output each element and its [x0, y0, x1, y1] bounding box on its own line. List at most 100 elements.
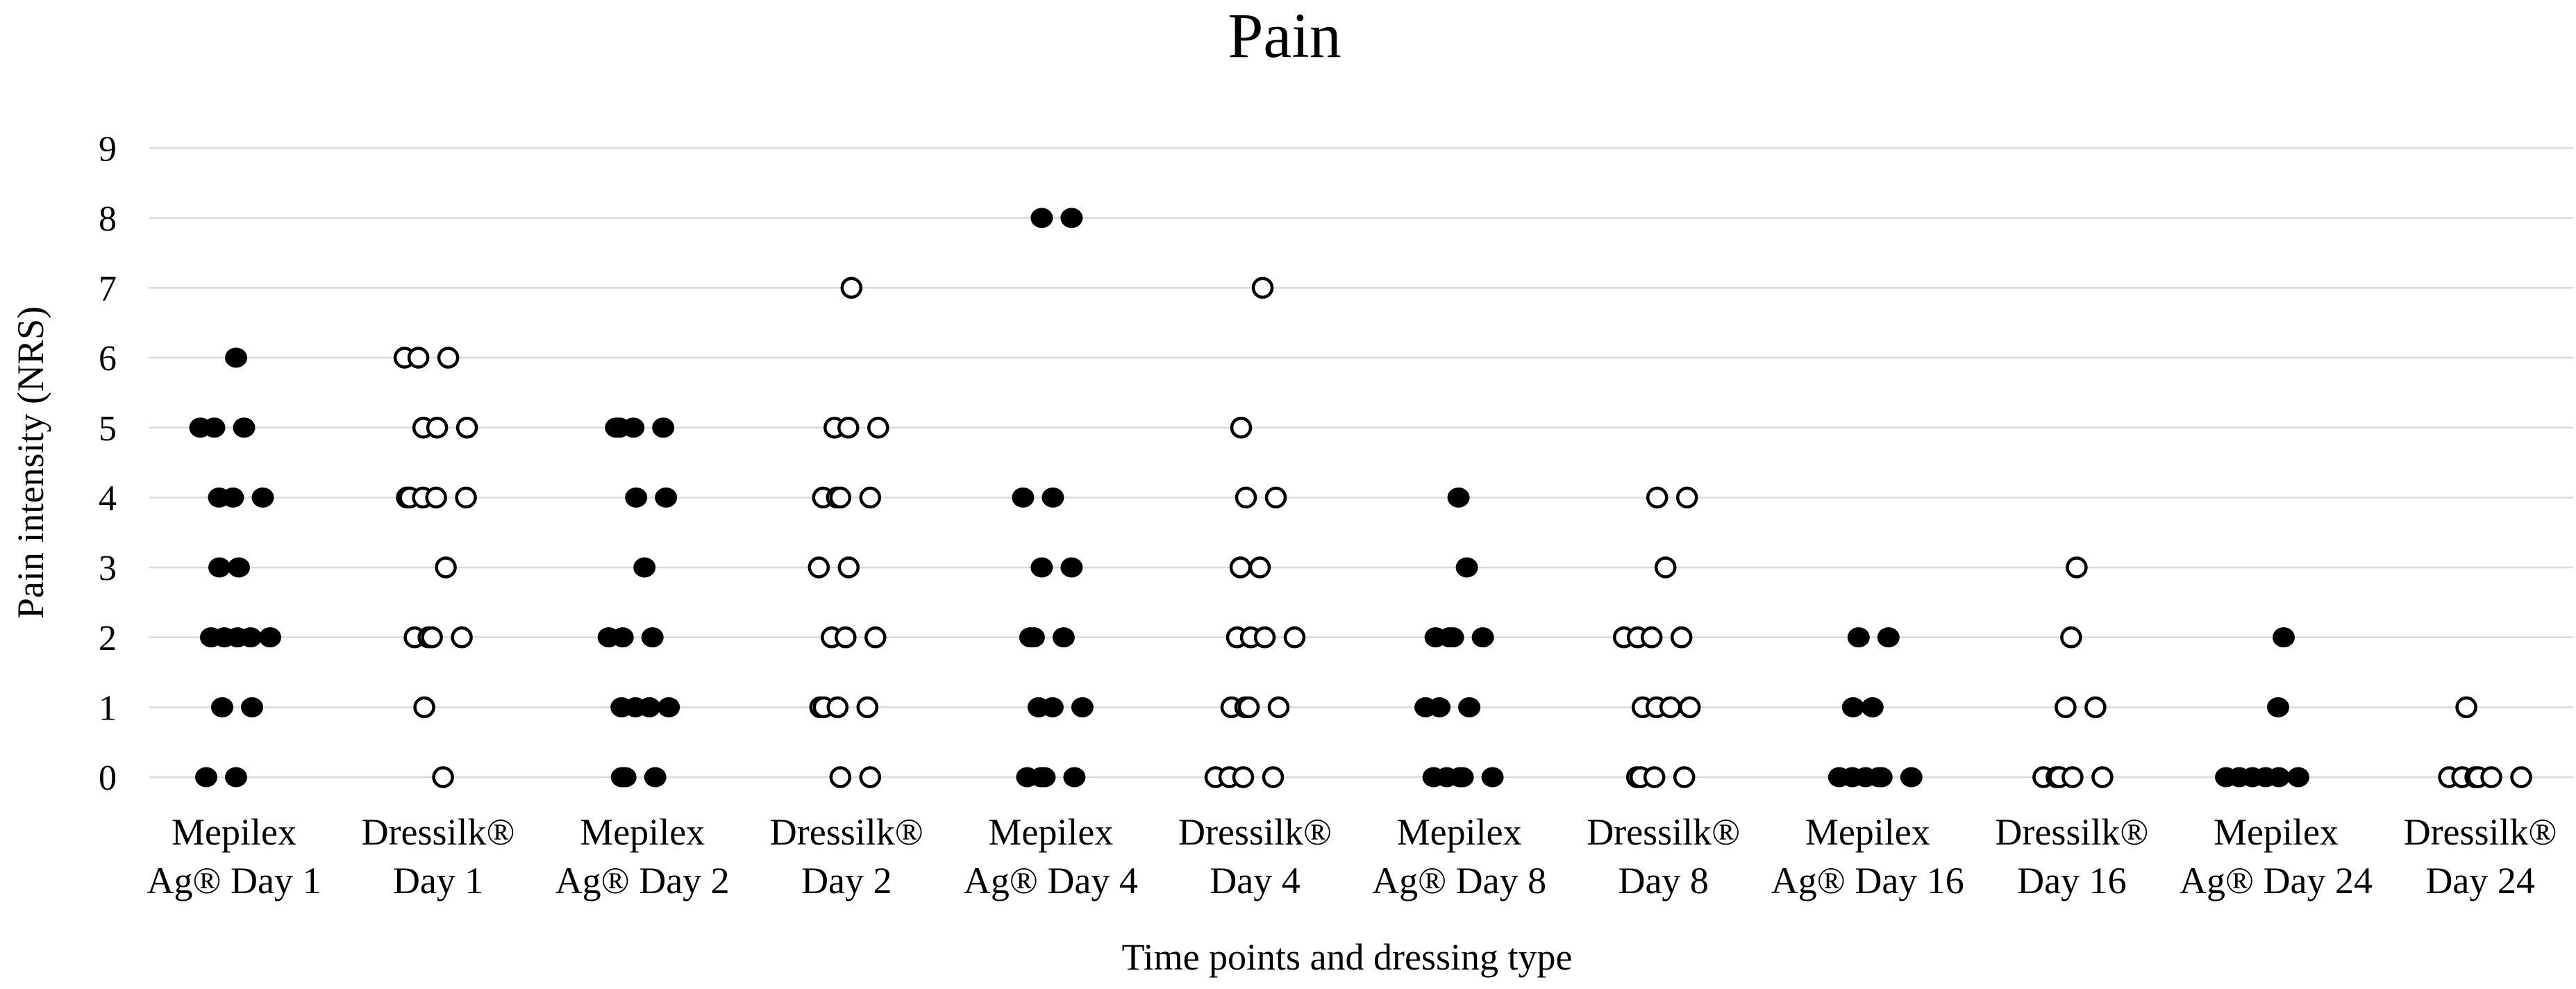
category-label: Ag® Day 1 [147, 860, 321, 901]
data-point-open [859, 486, 882, 509]
data-point-open [1675, 486, 1698, 509]
data-point-open [1673, 766, 1696, 788]
y-tick-label: 6 [99, 339, 117, 379]
data-point-open [837, 416, 860, 439]
data-point-open [2055, 696, 2077, 719]
data-point-filled [1447, 487, 1470, 508]
category-label: Ag® Day 4 [964, 860, 1138, 901]
data-point-open [2091, 766, 2114, 788]
data-point-filled [211, 697, 233, 717]
data-point-open [407, 347, 430, 369]
y-axis-tick-labels: 0 1 2 3 4 5 6 7 8 9 [99, 129, 117, 798]
data-point-open [1643, 766, 1666, 788]
data-point-open [1248, 556, 1271, 579]
data-point-open [1678, 696, 1701, 719]
data-point-open [840, 276, 863, 299]
category-label: Dressilk® [770, 811, 923, 853]
data-point-open [856, 696, 879, 719]
data-point-open [2510, 766, 2532, 788]
data-point-open [455, 416, 478, 439]
data-point-open [2061, 766, 2084, 788]
y-tick-label: 1 [99, 689, 117, 729]
data-point-open [829, 766, 852, 788]
data-point-open [2455, 696, 2477, 719]
data-point-filled [1847, 627, 1870, 648]
data-point-filled [611, 627, 634, 648]
data-point-open [1232, 766, 1255, 788]
category-label: Dressilk® [362, 811, 515, 853]
data-point-filled [1451, 767, 1474, 788]
data-point-open [1670, 626, 1693, 649]
y-tick-label: 8 [99, 199, 117, 239]
data-point-open [1251, 276, 1274, 299]
category-label: Mepilex [2214, 811, 2339, 853]
category-labels: Mepilex Ag® Day 1 Dressilk® Day 1 Mepilex Ag®… [147, 811, 2557, 901]
data-point-open [1646, 486, 1668, 509]
category-label: Ag® Day 16 [1771, 860, 1964, 901]
chart-title: Pain [1228, 0, 1341, 71]
data-point-filled [2267, 697, 2289, 717]
data-point-open [2060, 626, 2082, 649]
data-point-filled [1841, 697, 1864, 717]
data-point-filled [241, 697, 263, 717]
data-point-open [867, 416, 889, 439]
data-point-filled [641, 627, 664, 648]
data-point-open [1659, 696, 1682, 719]
data-point-filled [1900, 767, 1923, 788]
data-point-filled [1471, 627, 1494, 648]
data-point-open [1640, 626, 1663, 649]
data-point-open [1230, 416, 1253, 439]
data-point-filled [638, 697, 661, 717]
y-tick-label: 5 [99, 409, 117, 449]
data-point-filled [1030, 557, 1053, 578]
category-label: Dressilk® [2404, 811, 2557, 853]
data-point-filled [614, 767, 637, 788]
data-point-filled [2268, 767, 2290, 788]
data-point-filled [1441, 627, 1464, 648]
data-point-filled [240, 627, 262, 648]
data-point-filled [625, 487, 648, 508]
y-tick-label: 2 [99, 619, 117, 658]
data-point-filled [1870, 767, 1893, 788]
data-point-open [1237, 696, 1260, 719]
data-point-filled [633, 557, 656, 578]
data-point-filled [195, 767, 217, 788]
data-point-open [859, 766, 882, 788]
data-point-open [2084, 696, 2107, 719]
category-label: Day 16 [2017, 860, 2126, 901]
category-label: Day 2 [801, 860, 892, 901]
data-point-open [435, 556, 457, 579]
data-point-filled [1060, 208, 1083, 228]
category-label: Dressilk® [1587, 811, 1740, 853]
data-point-open [455, 486, 477, 509]
data-point-filled [203, 417, 226, 438]
category-label: Ag® Day 2 [555, 860, 730, 901]
data-point-filled [1063, 767, 1086, 788]
data-point-filled [1455, 557, 1478, 578]
data-point-filled [622, 417, 645, 438]
category-label: Mepilex [988, 811, 1113, 853]
data-point-filled [225, 767, 247, 788]
data-point-open [826, 696, 849, 719]
data-point-filled [652, 417, 675, 438]
data-point-open [837, 556, 860, 579]
data-point-filled [658, 697, 680, 717]
data-point-open [1283, 626, 1306, 649]
category-label: Ag® Day 8 [1372, 860, 1546, 901]
data-point-open [2066, 556, 2088, 579]
data-point-open [421, 626, 443, 649]
data-point-open [437, 347, 460, 369]
data-point-filled [2273, 627, 2295, 648]
category-label: Dressilk® [1995, 811, 2148, 853]
data-point-filled [1012, 487, 1035, 508]
y-axis-title: Pain intensity (NRS) [10, 306, 51, 619]
y-tick-label: 7 [99, 269, 117, 309]
data-point-open [413, 696, 435, 719]
data-point-filled [1060, 557, 1083, 578]
data-point-filled [1428, 697, 1451, 717]
data-point-open [425, 486, 447, 509]
category-label: Day 4 [1210, 860, 1300, 901]
data-point-open [1253, 626, 1276, 649]
